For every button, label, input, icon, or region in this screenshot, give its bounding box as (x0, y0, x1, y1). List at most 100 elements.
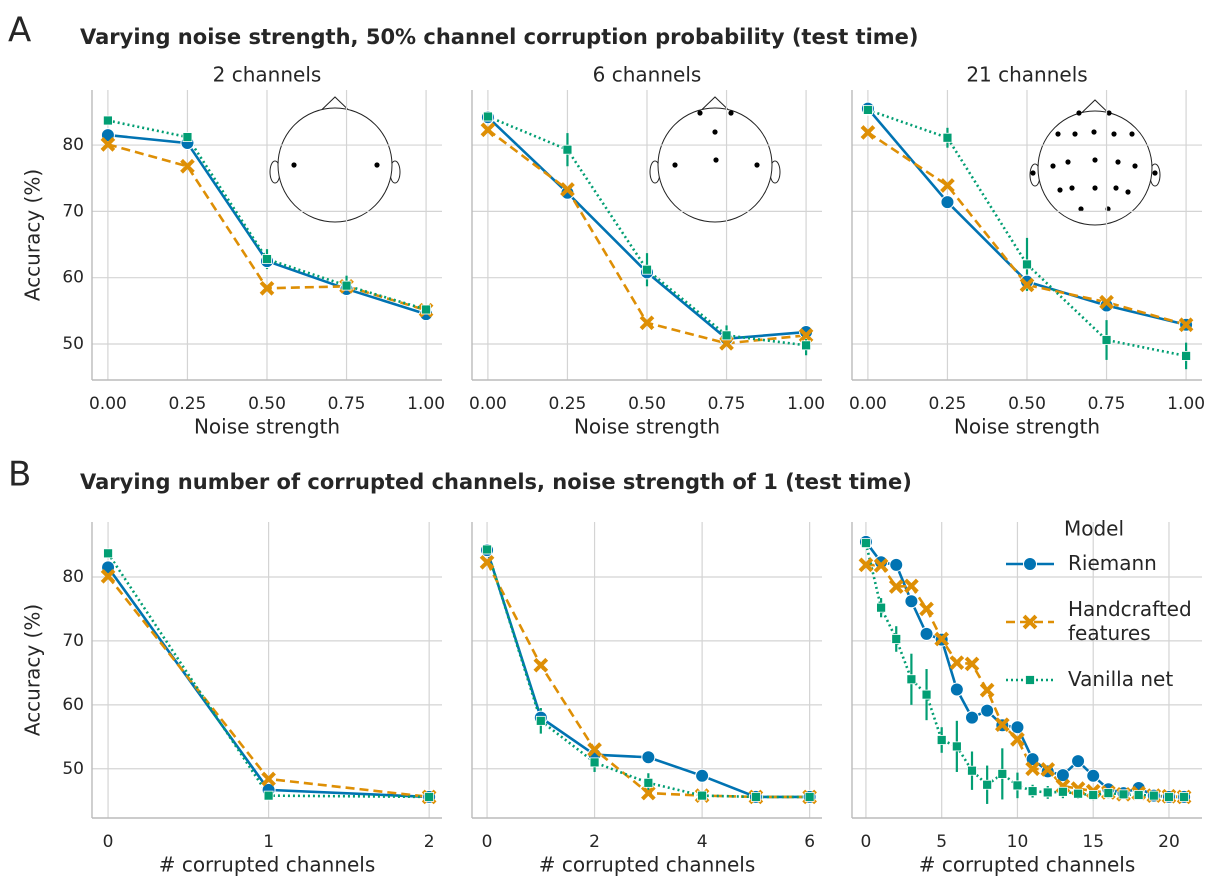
marker (642, 264, 652, 275)
marker (1022, 259, 1032, 270)
marker (421, 304, 431, 315)
marker (1118, 789, 1129, 800)
marker (861, 538, 871, 548)
marker (891, 634, 902, 644)
y-tick-label: 50 (62, 334, 84, 354)
marker (533, 657, 549, 673)
marker (639, 315, 655, 331)
marker (1103, 788, 1114, 798)
legend-marker (1022, 614, 1038, 630)
x-tick-label: 0.50 (248, 394, 286, 414)
electrode (1057, 187, 1063, 193)
electrode (1125, 189, 1131, 195)
y-axis-label: Accuracy (%) (21, 604, 45, 736)
marker (262, 254, 272, 265)
marker (951, 741, 962, 752)
marker (949, 655, 965, 670)
marker (719, 335, 734, 351)
marker (1178, 317, 1194, 333)
marker (1040, 762, 1056, 777)
electrode (1113, 185, 1119, 191)
marker (888, 579, 904, 594)
marker (1101, 335, 1112, 345)
electrode (728, 110, 734, 116)
electrode (754, 162, 760, 168)
marker (904, 578, 919, 594)
electrode (1055, 131, 1061, 137)
marker (942, 132, 953, 143)
electrode (1069, 185, 1075, 191)
series-line (864, 542, 1185, 799)
x-axis-label: # corrupted channels (919, 853, 1136, 877)
electrode (1050, 163, 1056, 169)
marker (876, 602, 886, 613)
series-line (865, 563, 1185, 799)
x-tick-label: 0.75 (1088, 394, 1126, 414)
electrode (1111, 131, 1117, 137)
panel-label: B (8, 455, 31, 495)
y-tick-label: 70 (62, 201, 84, 221)
marker (643, 777, 654, 788)
marker (1025, 761, 1040, 777)
electrode (1065, 159, 1071, 165)
x-axis-label: # corrupted channels (539, 853, 756, 877)
y-tick-label: 60 (62, 695, 84, 715)
marker (889, 557, 904, 572)
legend-title: Model (1064, 517, 1124, 541)
x-tick-label: 0 (103, 832, 114, 852)
electrode (697, 110, 703, 116)
marker (1027, 786, 1038, 797)
marker (1133, 790, 1144, 800)
subplot-title: 2 channels (213, 63, 322, 87)
marker (1010, 732, 1025, 747)
marker (799, 325, 814, 340)
legend-marker (1025, 675, 1035, 685)
x-tick-label: 0.00 (89, 394, 127, 414)
marker (641, 785, 656, 801)
legend-label: Handcrafted features (1068, 597, 1198, 645)
marker (980, 703, 995, 718)
marker (997, 768, 1008, 779)
x-tick-label: 0.50 (1008, 394, 1046, 414)
marker (1055, 768, 1070, 783)
head-outline (1037, 110, 1153, 226)
electrode (1132, 163, 1138, 169)
panel-title: Varying number of corrupted channels, no… (80, 470, 912, 494)
electrode (713, 157, 719, 163)
marker (906, 674, 917, 685)
electrode (1115, 159, 1121, 165)
panel-label: A (8, 11, 31, 51)
marker (940, 195, 955, 210)
marker (587, 742, 602, 757)
marker (860, 125, 876, 140)
x-tick-label: 20 (1158, 832, 1180, 852)
marker (940, 178, 955, 193)
marker (919, 601, 934, 617)
x-tick-label: 0.25 (169, 394, 207, 414)
x-tick-label: 2 (424, 832, 435, 852)
x-tick-label: 1.00 (1167, 394, 1205, 414)
marker (936, 735, 947, 745)
marker (562, 144, 573, 155)
head-outline (657, 107, 773, 223)
x-axis-label: Noise strength (194, 415, 340, 439)
y-tick-label: 60 (62, 268, 84, 288)
x-tick-label: 1.00 (787, 394, 825, 414)
electrode (1152, 170, 1158, 176)
marker (1042, 787, 1053, 798)
x-tick-label: 4 (697, 832, 708, 852)
marker (1010, 720, 1025, 735)
marker (100, 137, 116, 152)
marker (1099, 298, 1114, 313)
marker (1012, 780, 1023, 791)
marker (480, 122, 496, 138)
electrode (374, 162, 380, 168)
marker (341, 280, 352, 291)
electrode (291, 162, 297, 168)
x-tick-label: 0.00 (469, 394, 507, 414)
y-axis-label: Accuracy (%) (21, 169, 45, 301)
marker (263, 790, 274, 801)
marker (873, 558, 889, 573)
marker (1164, 792, 1174, 802)
marker (589, 757, 600, 768)
